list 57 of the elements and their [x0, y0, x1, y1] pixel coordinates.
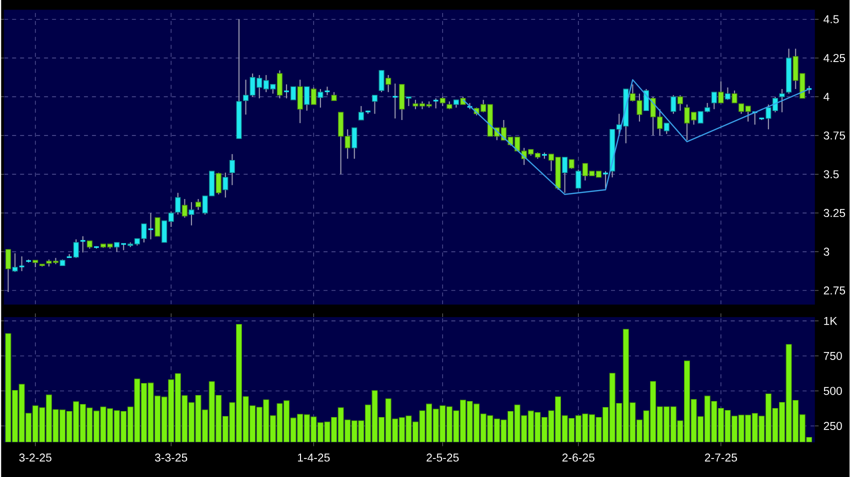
y-tick-label: 3.25: [824, 208, 846, 217]
y-tick-label: 4.5: [824, 15, 839, 24]
x-tick-label: 3-2-25: [19, 453, 52, 462]
candlestick: [724, 86, 730, 100]
candlestick: [568, 158, 574, 170]
candlestick: [677, 94, 683, 112]
candlestick: [222, 172, 228, 198]
candlestick: [12, 252, 18, 272]
candlestick: [732, 90, 738, 104]
candlestick: [406, 96, 412, 107]
candlestick: [175, 192, 181, 216]
y-tick-label: 1K: [824, 316, 838, 325]
candlestick: [711, 92, 717, 110]
candlestick: [378, 70, 384, 93]
candlestick: [352, 127, 358, 160]
candlestick: [318, 88, 324, 108]
y-tick-label: 250: [824, 422, 842, 430]
candlestick: [182, 198, 188, 218]
candlestick: [432, 98, 440, 109]
candlestick: [440, 96, 446, 107]
y-tick-label: 2.75: [824, 286, 846, 294]
candlestick: [576, 169, 582, 189]
candlestick: [310, 86, 316, 105]
y-tick-label: 750: [824, 352, 842, 360]
candlestick: [73, 238, 79, 258]
candlestick: [304, 86, 310, 112]
candlestick: [670, 94, 676, 114]
candlestick: [372, 94, 378, 114]
x-tick-label: 2-6-25: [562, 453, 594, 462]
candlestick: [216, 172, 222, 195]
x-tick-label: 2-7-25: [704, 453, 737, 462]
candlestick: [229, 154, 235, 186]
y-tick-label: 3.75: [824, 131, 846, 140]
candlestick: [297, 79, 303, 124]
y-tick-label: 4: [824, 92, 830, 101]
line-series: [462, 79, 810, 195]
candlestick: [386, 74, 392, 93]
candlestick: [664, 122, 670, 134]
y-tick-label: 3.5: [824, 170, 839, 178]
candlestick: [602, 170, 609, 189]
candlestick: [779, 88, 785, 113]
candlestick: [562, 156, 568, 194]
candlestick: [276, 70, 282, 99]
x-tick-label: 3-3-25: [155, 453, 188, 462]
candlestick: [195, 198, 202, 210]
candlestick: [643, 88, 650, 112]
x-tick-label: 1-4-25: [298, 453, 330, 462]
x-tick-label: 2-5-25: [426, 453, 459, 462]
candlestick: [188, 202, 194, 226]
candlestick: [5, 248, 11, 293]
y-tick-label: 4.25: [824, 54, 846, 62]
candlestick: [154, 217, 160, 237]
y-tick-label: 3: [824, 248, 830, 256]
candlestick: [392, 83, 398, 119]
y-tick-label: 500: [824, 386, 842, 395]
candlestick: [718, 80, 724, 104]
candlestick: [80, 236, 86, 253]
